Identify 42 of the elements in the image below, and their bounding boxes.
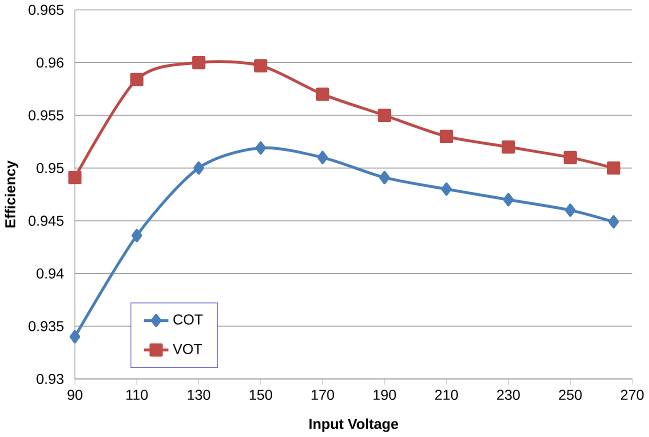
x-tick-label: 210 (435, 390, 458, 400)
point (564, 151, 577, 164)
point (192, 56, 206, 70)
point (70, 330, 80, 344)
y-tick-label: 0.965 (28, 4, 64, 16)
x-tick-label: 110 (126, 390, 148, 400)
point (503, 193, 514, 206)
point (193, 162, 204, 175)
point (254, 59, 268, 73)
point (379, 171, 390, 184)
point (607, 162, 620, 175)
x-tick-label: 130 (188, 390, 210, 400)
x-tick-label: 250 (559, 390, 582, 400)
x-axis-title: Input Voltage (310, 418, 398, 432)
x-tick-label: 150 (250, 390, 272, 400)
point (130, 72, 144, 86)
point (255, 142, 266, 155)
x-tick-label: 270 (620, 390, 644, 400)
x-tick-label: 90 (68, 390, 82, 400)
y-tick-label: 0.93 (36, 374, 64, 384)
y-tick-label: 0.955 (28, 110, 64, 121)
x-tick-label: 170 (312, 390, 334, 400)
x-tick-label: 190 (374, 390, 396, 400)
point (440, 130, 454, 144)
point (378, 108, 392, 122)
y-tick-label: 0.95 (36, 163, 64, 174)
x-tick-label: 230 (497, 390, 520, 400)
point (317, 151, 328, 164)
y-tick-label: 0.96 (36, 58, 64, 68)
point (316, 88, 330, 101)
point (68, 171, 82, 184)
point (608, 215, 619, 229)
y-tick-label: 0.935 (28, 321, 64, 332)
point (441, 182, 452, 196)
legend-label: VOT (172, 344, 202, 354)
legend-label: COT (173, 314, 203, 325)
point (502, 140, 515, 154)
y-tick-label: 0.945 (28, 216, 64, 226)
point (564, 204, 576, 217)
point (132, 229, 142, 242)
y-axis-title: Efficiency (4, 160, 18, 228)
y-tick-label: 0.94 (36, 268, 64, 279)
